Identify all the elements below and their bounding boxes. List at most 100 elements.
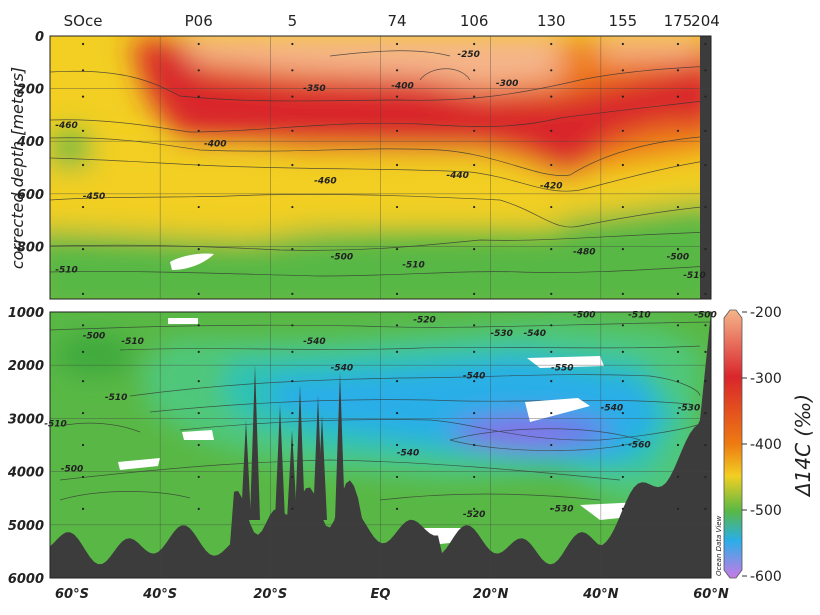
sample-dot (704, 507, 707, 510)
sample-dot (395, 380, 399, 383)
station-label: 155 (609, 12, 638, 30)
sample-dot (395, 95, 399, 98)
sample-dot (473, 507, 476, 510)
sample-dot (81, 163, 85, 167)
contour-label: -400 (391, 82, 414, 92)
station-label: 74 (387, 12, 406, 30)
sample-dot (81, 42, 85, 46)
sample-dot (704, 248, 707, 251)
sample-dot (291, 292, 294, 295)
sample-dot (473, 380, 476, 383)
sample-dot (676, 129, 680, 132)
contour-labels: -250 -300 -350 -400 -400 -460 -460 -440 -420 -450… (44, 50, 717, 520)
sample-dot (550, 475, 553, 479)
sample-dot (197, 443, 200, 447)
sample-dot (197, 163, 200, 167)
contour-label: -500 (331, 253, 354, 263)
station-label: 130 (537, 12, 566, 30)
sample-dot (550, 350, 553, 353)
sample-dot (676, 324, 680, 327)
contour-label: -460 (55, 121, 78, 131)
sample-dot (197, 69, 200, 72)
sample-dot (676, 292, 680, 295)
sample-dot (621, 42, 624, 46)
contour-label: -530 (678, 403, 701, 413)
sample-dot (704, 205, 707, 209)
sample-dot (550, 507, 553, 510)
sample-dot (291, 163, 294, 167)
sample-dot (395, 443, 399, 447)
contour-label: -520 (463, 510, 486, 520)
sample-dot (550, 205, 553, 209)
sample-dot (550, 324, 553, 327)
sample-dot (197, 42, 200, 46)
sample-dot (197, 292, 200, 295)
sample-dot (291, 248, 294, 251)
colorbar-tick-label: -600 (750, 569, 782, 585)
contour-label: -500 (61, 465, 84, 475)
sample-dot (473, 443, 476, 447)
contour-label: -350 (303, 84, 326, 94)
sample-dot (550, 380, 553, 383)
colorbar-label: Δ14C (‰) (791, 394, 815, 498)
contour-label: -400 (204, 139, 227, 149)
sample-dot (621, 205, 624, 209)
contour-label: -540 (523, 329, 546, 339)
sample-dot (550, 248, 553, 251)
lower-y-ticks: 1000 2000 3000 4000 5000 6000 (7, 306, 44, 587)
contour-label: -540 (303, 337, 326, 347)
sample-dot (395, 475, 399, 479)
contour-label: -520 (413, 316, 436, 326)
sample-dot (704, 292, 707, 295)
sample-dot (395, 324, 399, 327)
sample-dot (473, 292, 476, 295)
sample-dot (81, 205, 85, 209)
sample-dot (291, 380, 294, 383)
sample-dot (81, 411, 85, 415)
y-tick-label: 5000 (8, 519, 44, 534)
sample-dot (676, 42, 680, 46)
sample-dot (81, 69, 85, 72)
sample-dot (550, 129, 553, 132)
station-label: 175 (664, 12, 693, 30)
sample-dot (621, 350, 624, 353)
sample-dot (550, 292, 553, 295)
sample-dot (395, 205, 399, 209)
y-axis-label: corrected depth [meters] (8, 67, 27, 269)
sample-dot (291, 95, 294, 98)
sample-dot (621, 248, 624, 251)
sample-dot (197, 411, 200, 415)
contour-label: -510 (121, 337, 144, 347)
sample-dot (621, 129, 624, 132)
sample-dot (550, 411, 553, 415)
sample-dot (395, 507, 399, 510)
contour-label: -510 (105, 393, 128, 403)
station-label: P06 (185, 12, 213, 30)
colorbar-tick-label: -500 (750, 503, 782, 519)
upper-grid (50, 36, 711, 299)
contour-label: -530 (490, 329, 513, 339)
y-tick-label: 2000 (8, 359, 44, 374)
sample-dot (81, 380, 85, 383)
colorbar-tick-label: -200 (750, 305, 782, 321)
station-label: 106 (460, 12, 489, 30)
sample-dot (550, 163, 553, 167)
sample-dot (704, 443, 707, 447)
sample-dot (291, 411, 294, 415)
y-tick-label: 800 (17, 240, 44, 255)
sample-dot (395, 163, 399, 167)
sample-dot (81, 475, 85, 479)
sample-dot (621, 95, 624, 98)
sample-dot (197, 95, 200, 98)
sample-dot (704, 380, 707, 383)
sample-dot (621, 69, 624, 72)
sample-dot (395, 248, 399, 251)
sample-dot (704, 350, 707, 353)
contour-label: -440 (446, 171, 469, 181)
contour-label: -510 (683, 271, 706, 281)
contour-label: -480 (573, 247, 596, 257)
contour-label: -300 (496, 79, 519, 89)
sample-dot (621, 475, 624, 479)
station-label: 5 (288, 12, 298, 30)
